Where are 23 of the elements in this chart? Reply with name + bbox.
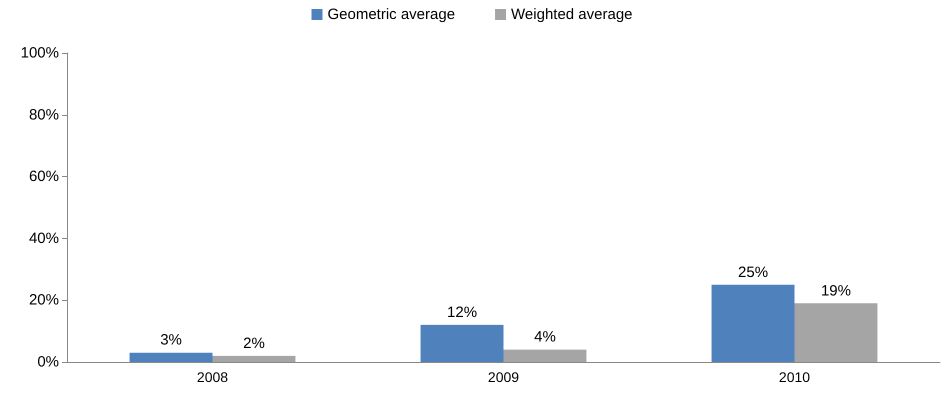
y-tick-label: 0% [37, 354, 59, 370]
data-label: 19% [820, 282, 851, 300]
x-tick-label: 2008 [196, 369, 228, 385]
x-tick-label: 2010 [778, 369, 810, 385]
bar [504, 350, 586, 362]
y-tick-label: 100% [20, 44, 59, 62]
data-label: 25% [738, 264, 768, 281]
bar [794, 303, 878, 362]
data-label: 3% [160, 332, 182, 349]
bar [712, 284, 794, 362]
y-tick-label: 20% [28, 292, 59, 309]
bar [212, 356, 296, 362]
legend-label: Geometric average [327, 6, 456, 23]
data-label: 4% [534, 328, 556, 346]
y-tick-label: 80% [28, 106, 59, 124]
legend-label: Weighted average [511, 6, 633, 23]
bar [420, 324, 504, 362]
y-tick-label: 60% [28, 168, 59, 186]
x-tick-label: 2009 [488, 369, 520, 385]
bar [130, 352, 212, 362]
y-tick-label: 40% [28, 230, 59, 247]
data-label: 12% [447, 304, 478, 321]
data-label: 2% [243, 334, 265, 352]
